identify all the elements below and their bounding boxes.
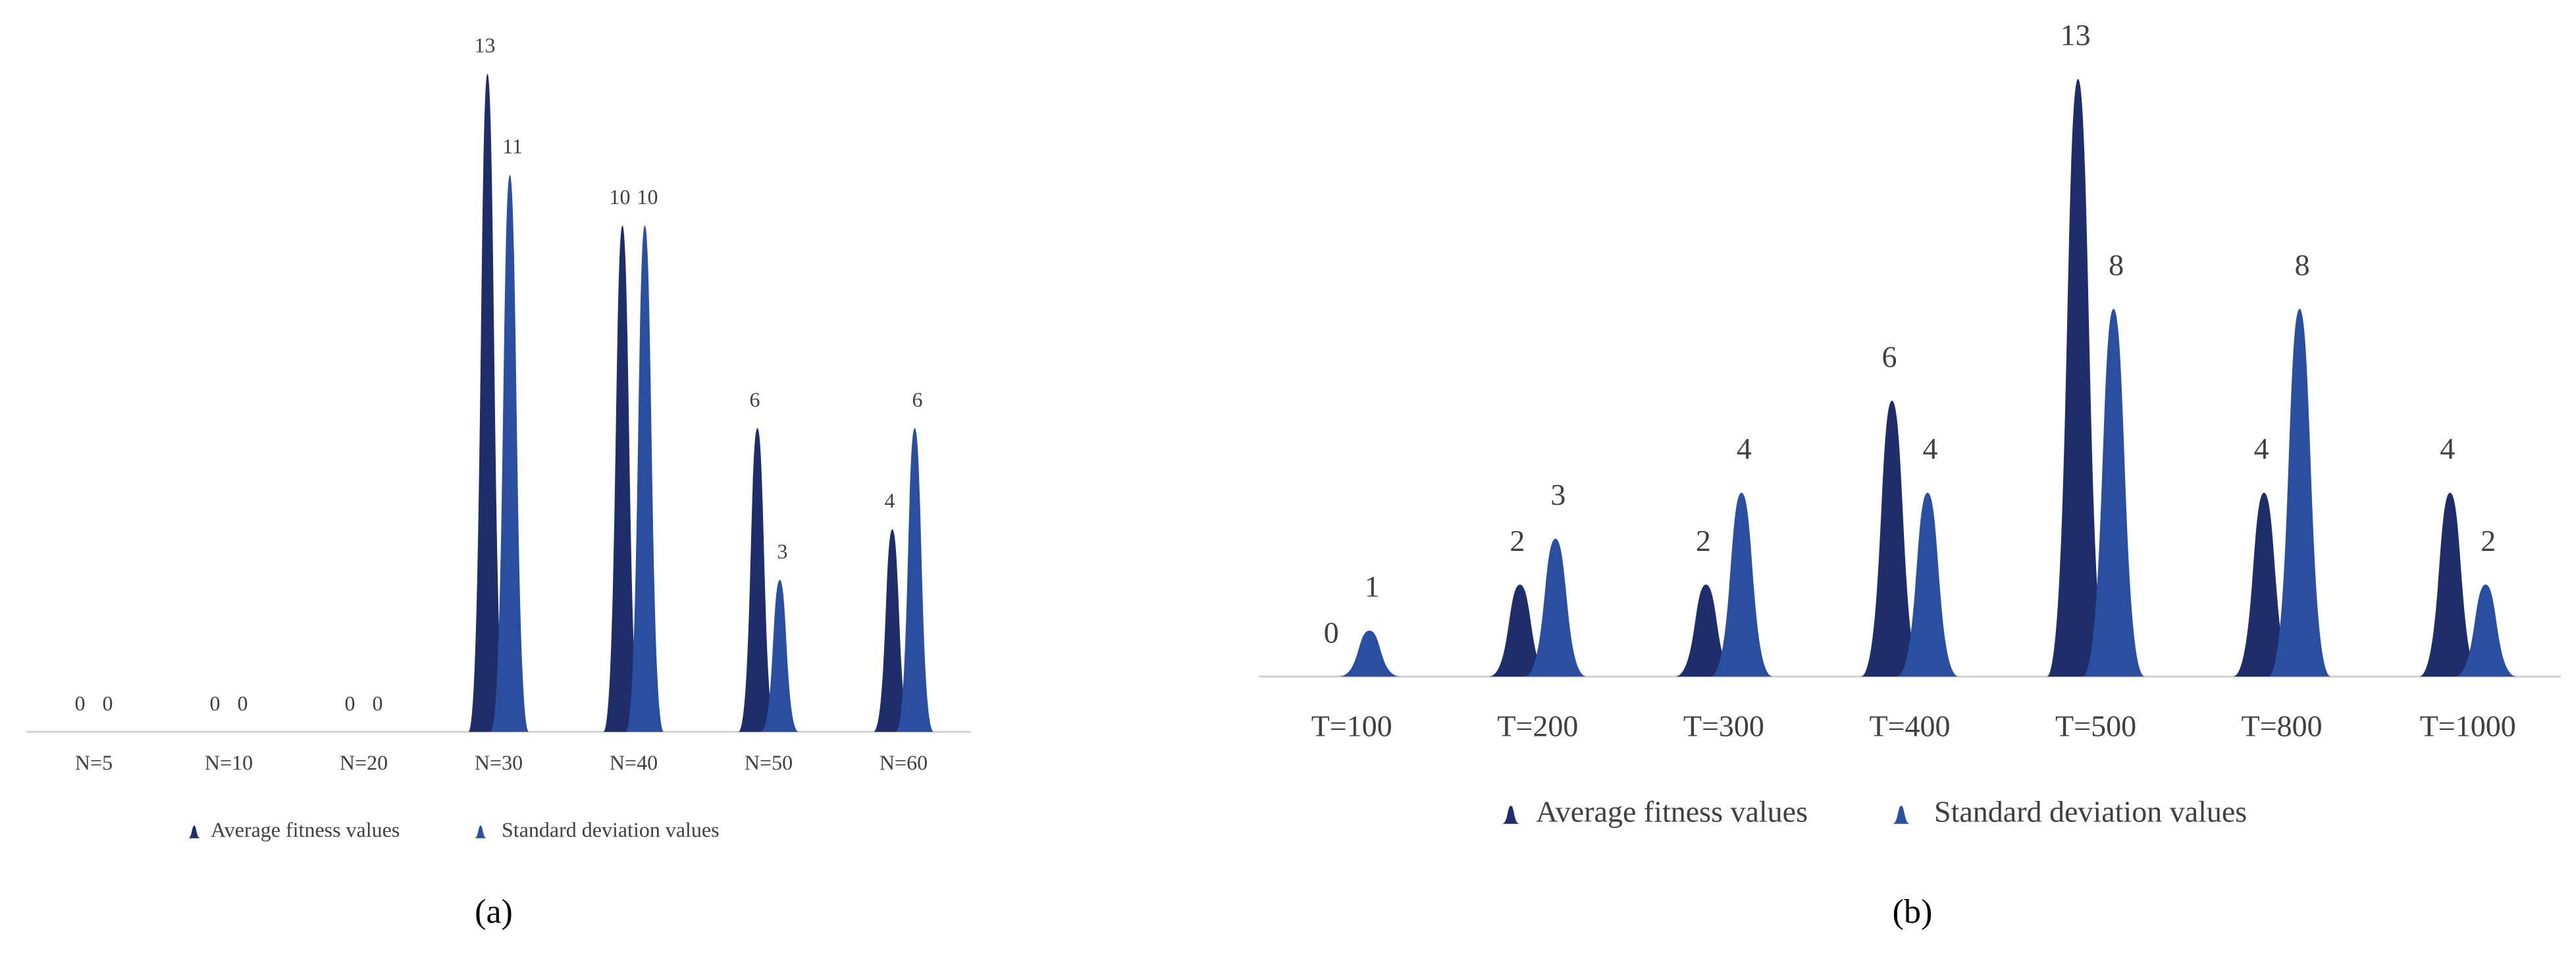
- peak-bar: [873, 529, 912, 732]
- peak-bar: [895, 428, 934, 732]
- x-tick-label: T=1000: [2420, 709, 2516, 743]
- data-label: 4: [2254, 432, 2269, 465]
- peak-bar: [1338, 631, 1401, 677]
- data-label: 0: [1324, 616, 1339, 650]
- peak-bar: [2419, 492, 2482, 677]
- data-label: 13: [475, 33, 496, 57]
- x-tick-label: N=30: [475, 750, 523, 774]
- data-label: 8: [2109, 248, 2124, 282]
- data-label: 13: [2061, 18, 2091, 52]
- legend-icon: [188, 825, 201, 838]
- peak-bar: [603, 225, 642, 732]
- x-tick-label: N=5: [75, 750, 113, 774]
- data-label: 3: [777, 540, 788, 563]
- data-label: 6: [1882, 340, 1897, 373]
- peak-bar: [2268, 309, 2331, 677]
- data-label: 0: [103, 691, 113, 715]
- data-label: 6: [750, 388, 760, 411]
- x-tick-label: N=50: [745, 750, 793, 774]
- x-tick-label: T=300: [1683, 709, 1764, 743]
- data-label: 0: [210, 691, 221, 715]
- data-label: 3: [1550, 478, 1565, 511]
- x-tick-label: N=20: [340, 750, 388, 774]
- x-tick-label: T=200: [1497, 709, 1578, 743]
- data-label: 6: [912, 388, 923, 411]
- caption: (a): [475, 893, 513, 931]
- x-tick-label: T=400: [1869, 709, 1950, 743]
- peak-bar: [1710, 492, 1773, 677]
- data-label: 10: [637, 185, 658, 209]
- x-tick-label: N=10: [205, 750, 253, 774]
- x-tick-label: T=100: [1311, 709, 1392, 743]
- data-label: 2: [2481, 524, 2496, 557]
- peak-bar: [738, 428, 777, 732]
- data-label: 0: [345, 691, 355, 715]
- chart: T=10001T=20023T=30024T=40064T=500138T=80…: [1259, 18, 2561, 931]
- data-label: 4: [1737, 432, 1752, 465]
- peak-bar: [1524, 538, 1587, 677]
- caption: (b): [1893, 893, 1933, 931]
- peak-bar: [490, 174, 529, 732]
- x-tick-label: N=60: [880, 750, 928, 774]
- legend-icon: [474, 825, 487, 838]
- data-label: 0: [75, 691, 86, 715]
- peak-bar: [2047, 79, 2110, 677]
- data-label: 11: [502, 134, 523, 158]
- peak-bar: [760, 580, 799, 732]
- peak-bar: [1488, 584, 1552, 677]
- data-label: 2: [1510, 524, 1525, 557]
- data-label: 0: [238, 691, 248, 715]
- data-label: 2: [1696, 524, 1711, 557]
- peak-bar: [2082, 309, 2145, 677]
- data-label: 8: [2295, 248, 2310, 282]
- x-tick-label: T=800: [2242, 709, 2323, 743]
- legend-icon: [1502, 806, 1520, 824]
- legend-label: Standard deviation values: [502, 817, 720, 841]
- data-label: 10: [610, 185, 631, 209]
- peak-bar: [1860, 400, 1924, 677]
- peak-bar: [2454, 584, 2517, 677]
- legend-label: Average fitness values: [211, 817, 400, 841]
- x-tick-label: N=40: [610, 750, 658, 774]
- legend-icon: [1892, 806, 1910, 824]
- legend-label: Average fitness values: [1536, 795, 1808, 829]
- data-label: 1: [1365, 570, 1380, 604]
- peak-bar: [1896, 492, 1959, 677]
- data-label: 4: [2440, 432, 2455, 465]
- data-label: 4: [1923, 432, 1938, 465]
- peak-bar: [625, 225, 664, 732]
- legend-label: Standard deviation values: [1934, 795, 2247, 829]
- data-label: 4: [885, 489, 895, 513]
- peak-bar: [468, 74, 507, 732]
- x-tick-label: T=500: [2055, 709, 2136, 743]
- data-label: 0: [373, 691, 383, 715]
